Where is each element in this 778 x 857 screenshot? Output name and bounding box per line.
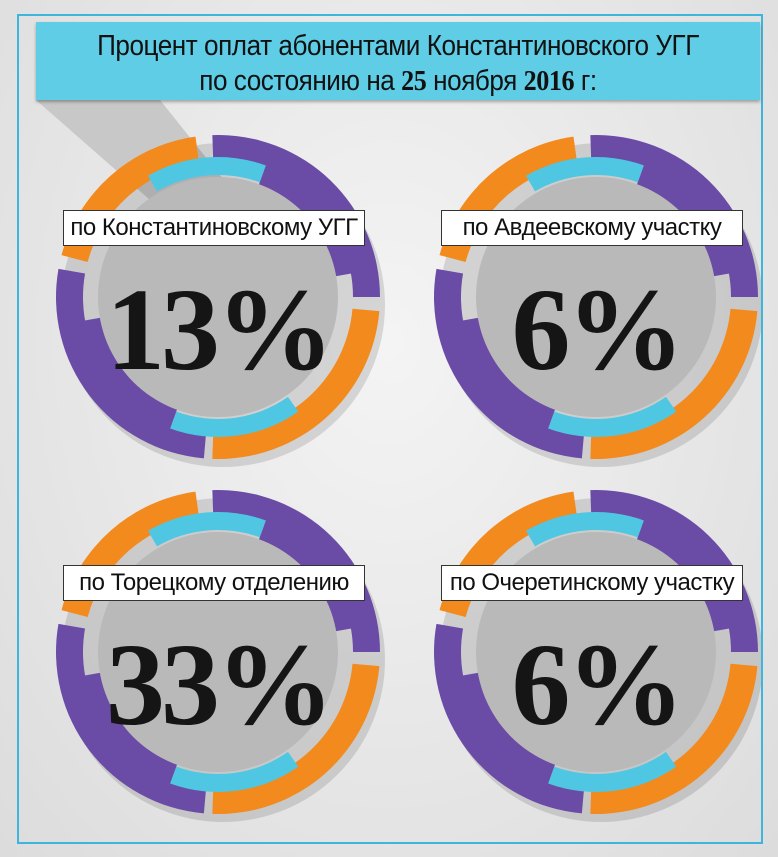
panel-label: по Авдеевскому участку [441, 210, 743, 246]
infographic: Процент оплат абонентами Константиновско… [0, 0, 778, 857]
panel-value: 33% [68, 617, 368, 753]
title-banner: Процент оплат абонентами Константиновско… [36, 22, 760, 100]
title-part: ноября [426, 65, 523, 97]
title-line: Процент оплат абонентами Константиновско… [72, 30, 724, 63]
panel-value: 6% [446, 262, 746, 398]
panel-label: по Константиновскому УГГ [63, 210, 365, 246]
panel-label: по Торецкому отделению [63, 565, 365, 601]
panel-label: по Очеретинскому участку [441, 565, 743, 601]
panel-value: 13% [68, 262, 368, 398]
panel-value: 6% [446, 617, 746, 753]
title-line: по состоянию на 25 ноября 2016 г: [72, 65, 724, 98]
title-part: 2016 [524, 65, 574, 97]
title-part: 25 [401, 65, 426, 97]
title-part: г: [574, 65, 597, 97]
title-part: по состоянию на [199, 65, 401, 97]
